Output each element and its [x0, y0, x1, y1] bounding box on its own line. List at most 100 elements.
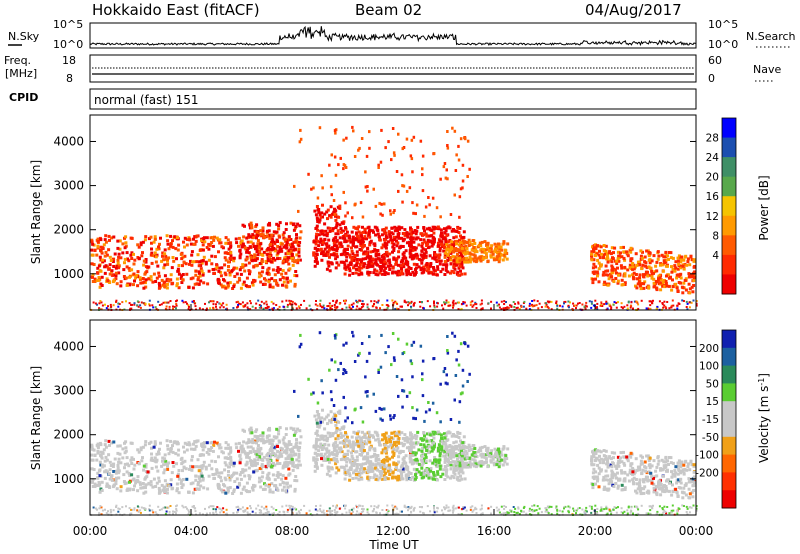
- power-cell: [326, 305, 329, 308]
- power-cell: [620, 255, 624, 259]
- power-cell: [419, 139, 423, 143]
- velocity-cell: [177, 448, 181, 452]
- power-cell: [322, 253, 326, 257]
- power-cell: [581, 303, 584, 306]
- velocity-cell: [163, 453, 167, 457]
- velocity-cell: [288, 448, 292, 452]
- power-cell: [237, 300, 240, 303]
- velocity-cell: [136, 489, 140, 493]
- velocity-cell: [114, 482, 118, 486]
- power-cell: [637, 263, 641, 267]
- power-cell: [602, 270, 606, 274]
- power-cell: [239, 266, 243, 269]
- power-cell: [446, 146, 450, 150]
- power-cell: [105, 253, 109, 257]
- power-cell: [575, 304, 578, 307]
- velocity-cell: [166, 467, 170, 471]
- power-cell: [245, 276, 249, 280]
- power-cell: [226, 238, 230, 242]
- velocity-cell: [194, 444, 198, 448]
- velocity-cell: [141, 482, 145, 485]
- power-cell: [266, 253, 270, 257]
- velocity-cell: [383, 476, 387, 480]
- power-cell: [637, 303, 640, 306]
- power-cell: [244, 284, 248, 288]
- velocity-cell: [298, 446, 302, 449]
- power-cell: [602, 282, 606, 286]
- power-cell: [607, 277, 611, 281]
- power-cell: [422, 268, 426, 271]
- power-cell: [350, 258, 354, 262]
- power-cell: [373, 244, 377, 247]
- power-cell: [316, 196, 320, 200]
- power-cell: [415, 256, 419, 260]
- power-cell: [171, 239, 174, 243]
- power-cell: [247, 234, 251, 238]
- velocity-cell: [355, 455, 359, 459]
- power-cell: [253, 234, 257, 238]
- power-cell: [394, 308, 397, 310]
- velocity-cell: [350, 454, 354, 458]
- power-cell: [266, 256, 270, 260]
- velocity-cell: [389, 443, 393, 447]
- velocity-cell: [293, 465, 297, 469]
- power-cell: [597, 253, 601, 257]
- velocity-cell: [334, 441, 338, 444]
- velocity-cell: [443, 436, 447, 440]
- power-cell: [276, 240, 279, 243]
- velocity-cell: [292, 433, 296, 437]
- power-cell: [431, 256, 435, 260]
- power-cell: [364, 252, 368, 256]
- power-cell: [204, 260, 208, 264]
- velocity-cell: [430, 439, 434, 443]
- power-cell: [263, 235, 266, 239]
- power-cell: [424, 250, 428, 254]
- power-cell: [129, 307, 132, 310]
- power-cell: [272, 246, 276, 250]
- velocity-cell: [190, 468, 194, 472]
- velocity-cell: [369, 464, 373, 468]
- power-cell: [432, 256, 436, 260]
- velocity-cell: [248, 490, 251, 494]
- power-cell: [379, 160, 383, 164]
- velocity-cell: [395, 440, 399, 444]
- power-cell: [361, 230, 365, 234]
- velocity-cell: [400, 472, 403, 476]
- velocity-cell: [266, 451, 270, 455]
- velocity-cell: [412, 467, 416, 471]
- velocity-cell: [232, 461, 236, 465]
- velocity-cell: [359, 449, 363, 453]
- power-cbar-swatch: [722, 137, 736, 158]
- power-cell: [190, 263, 194, 267]
- power-cell: [96, 303, 98, 306]
- velocity-cell: [296, 427, 300, 431]
- velocity-cell: [245, 481, 249, 485]
- power-cell: [363, 250, 367, 254]
- power-cell: [457, 243, 461, 247]
- power-cell: [382, 265, 386, 269]
- power-cell: [610, 308, 613, 311]
- velocity-cell: [291, 450, 295, 454]
- velocity-cell: [286, 485, 290, 489]
- velocity-cell: [362, 469, 366, 473]
- power-cell: [291, 308, 294, 311]
- velocity-cell: [432, 445, 436, 449]
- power-cell: [446, 130, 449, 133]
- power-cell: [163, 248, 167, 252]
- power-cell: [605, 300, 608, 303]
- velocity-cell: [258, 455, 262, 458]
- velocity-cell: [445, 431, 449, 435]
- power-cell: [102, 259, 106, 263]
- velocity-cell: [139, 486, 143, 490]
- velocity-cell: [320, 463, 324, 467]
- velocity-cell: [334, 431, 338, 435]
- velocity-cell: [161, 459, 164, 463]
- power-cell: [157, 247, 161, 251]
- power-cell: [661, 269, 665, 273]
- velocity-cell: [343, 455, 347, 459]
- power-cell: [407, 272, 411, 275]
- velocity-cell: [355, 437, 359, 441]
- velocity-cell: [315, 437, 319, 441]
- power-cell: [103, 238, 107, 242]
- velocity-cell: [238, 483, 242, 487]
